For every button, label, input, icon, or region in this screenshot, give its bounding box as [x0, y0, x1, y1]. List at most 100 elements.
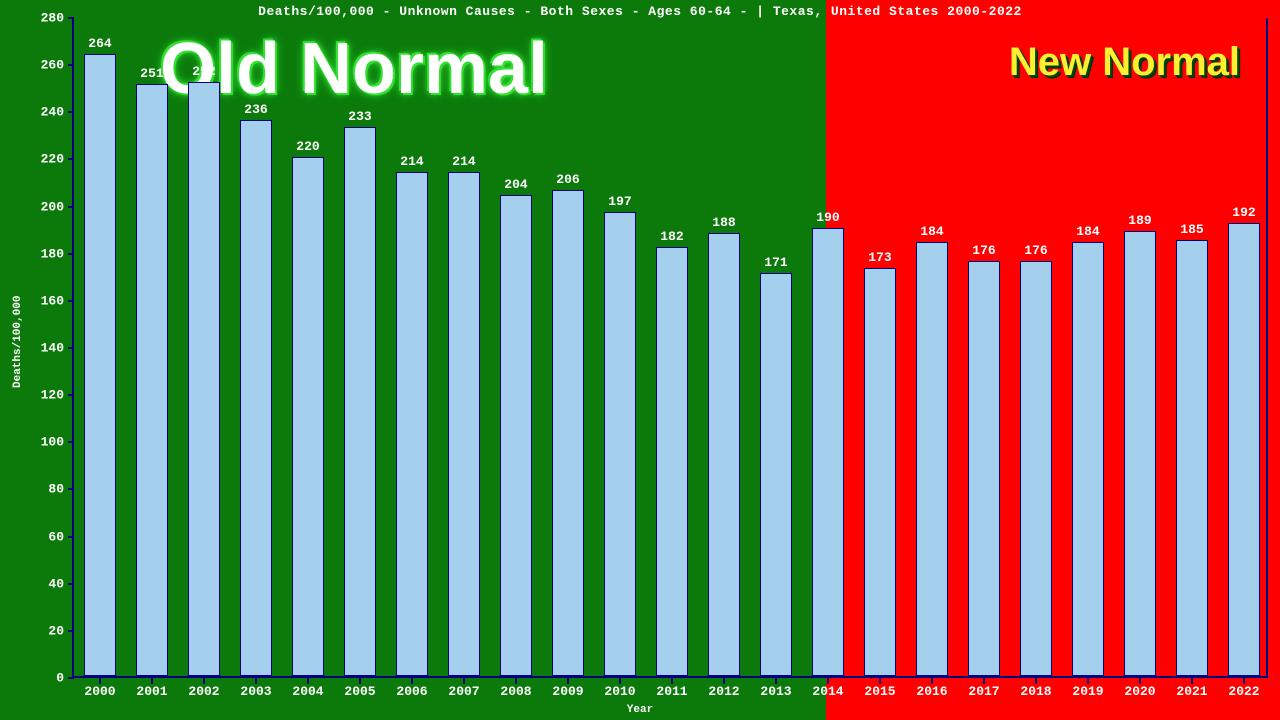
bar: 176 — [1020, 261, 1052, 676]
x-tick-label: 2021 — [1176, 684, 1207, 699]
bar-value-label: 204 — [504, 177, 527, 192]
bar-value-label: 214 — [452, 154, 475, 169]
bar: 188 — [708, 233, 740, 676]
x-tick-label: 2009 — [552, 684, 583, 699]
x-tick-label: 2022 — [1228, 684, 1259, 699]
bar-value-label: 236 — [244, 102, 267, 117]
bar-value-label: 206 — [556, 172, 579, 187]
x-tick-label: 2018 — [1020, 684, 1051, 699]
y-tick — [68, 17, 74, 19]
bar-value-label: 184 — [1076, 224, 1099, 239]
x-tick-label: 2000 — [84, 684, 115, 699]
x-tick-label: 2010 — [604, 684, 635, 699]
x-tick-label: 2014 — [812, 684, 843, 699]
x-tick-label: 2019 — [1072, 684, 1103, 699]
y-tick — [68, 347, 74, 349]
x-tick-label: 2008 — [500, 684, 531, 699]
bar-value-label: 188 — [712, 215, 735, 230]
x-tick-label: 2012 — [708, 684, 739, 699]
bar: 251 — [136, 84, 168, 676]
y-tick — [68, 583, 74, 585]
bar: 185 — [1176, 240, 1208, 676]
bar-value-label: 185 — [1180, 222, 1203, 237]
x-tick-label: 2005 — [344, 684, 375, 699]
bar: 189 — [1124, 231, 1156, 677]
plot-area: 0204060801001201401601802002202402602802… — [72, 18, 1268, 678]
y-tick-label: 160 — [41, 293, 64, 308]
bar-value-label: 251 — [140, 66, 163, 81]
bar: 197 — [604, 212, 636, 676]
y-tick-label: 0 — [56, 671, 64, 686]
x-tick-label: 2017 — [968, 684, 999, 699]
x-tick-label: 2001 — [136, 684, 167, 699]
y-tick-label: 180 — [41, 246, 64, 261]
x-tick-label: 2004 — [292, 684, 323, 699]
bar: 173 — [864, 268, 896, 676]
x-tick-label: 2006 — [396, 684, 427, 699]
bar: 192 — [1228, 223, 1260, 676]
bar: 182 — [656, 247, 688, 676]
y-tick — [68, 253, 74, 255]
y-tick — [68, 206, 74, 208]
bar-value-label: 264 — [88, 36, 111, 51]
chart-title: Deaths/100,000 - Unknown Causes - Both S… — [0, 4, 1280, 19]
bar: 190 — [812, 228, 844, 676]
bar-value-label: 176 — [972, 243, 995, 258]
y-tick-label: 60 — [48, 529, 64, 544]
y-tick — [68, 300, 74, 302]
bar-value-label: 252 — [192, 64, 215, 79]
y-tick-label: 240 — [41, 105, 64, 120]
y-tick — [68, 441, 74, 443]
y-tick — [68, 158, 74, 160]
y-tick — [68, 677, 74, 679]
bar: 214 — [448, 172, 480, 676]
bar-value-label: 233 — [348, 109, 371, 124]
x-tick-label: 2015 — [864, 684, 895, 699]
y-tick-label: 80 — [48, 482, 64, 497]
bar-value-label: 192 — [1232, 205, 1255, 220]
y-tick — [68, 488, 74, 490]
bar-value-label: 171 — [764, 255, 787, 270]
y-tick-label: 120 — [41, 388, 64, 403]
y-tick-label: 200 — [41, 199, 64, 214]
bar: 220 — [292, 157, 324, 676]
bar: 204 — [500, 195, 532, 676]
bar-value-label: 220 — [296, 139, 319, 154]
bar: 264 — [84, 54, 116, 676]
bar-value-label: 184 — [920, 224, 943, 239]
y-tick-label: 260 — [41, 58, 64, 73]
bar-value-label: 173 — [868, 250, 891, 265]
y-tick-label: 220 — [41, 152, 64, 167]
y-tick — [68, 630, 74, 632]
y-tick — [68, 111, 74, 113]
bar-value-label: 182 — [660, 229, 683, 244]
y-tick-label: 100 — [41, 435, 64, 450]
y-tick-label: 40 — [48, 576, 64, 591]
x-tick-label: 2020 — [1124, 684, 1155, 699]
y-tick — [68, 394, 74, 396]
y-tick-label: 20 — [48, 623, 64, 638]
y-tick-label: 140 — [41, 341, 64, 356]
bar: 176 — [968, 261, 1000, 676]
x-tick-label: 2003 — [240, 684, 271, 699]
bar-value-label: 214 — [400, 154, 423, 169]
x-tick-label: 2013 — [760, 684, 791, 699]
y-axis-label: Deaths/100,000 — [12, 296, 24, 388]
x-tick-label: 2011 — [656, 684, 687, 699]
x-tick-label: 2016 — [916, 684, 947, 699]
y-tick — [68, 64, 74, 66]
y-tick-label: 280 — [41, 11, 64, 26]
x-tick-label: 2002 — [188, 684, 219, 699]
x-axis-label: Year — [627, 704, 653, 716]
bar-value-label: 176 — [1024, 243, 1047, 258]
bar: 171 — [760, 273, 792, 676]
bar-value-label: 189 — [1128, 213, 1151, 228]
y-tick — [68, 536, 74, 538]
x-tick-label: 2007 — [448, 684, 479, 699]
bar: 252 — [188, 82, 220, 676]
bar-value-label: 190 — [816, 210, 839, 225]
bar: 233 — [344, 127, 376, 676]
bar: 206 — [552, 190, 584, 676]
bar: 236 — [240, 120, 272, 676]
bar: 184 — [1072, 242, 1104, 676]
